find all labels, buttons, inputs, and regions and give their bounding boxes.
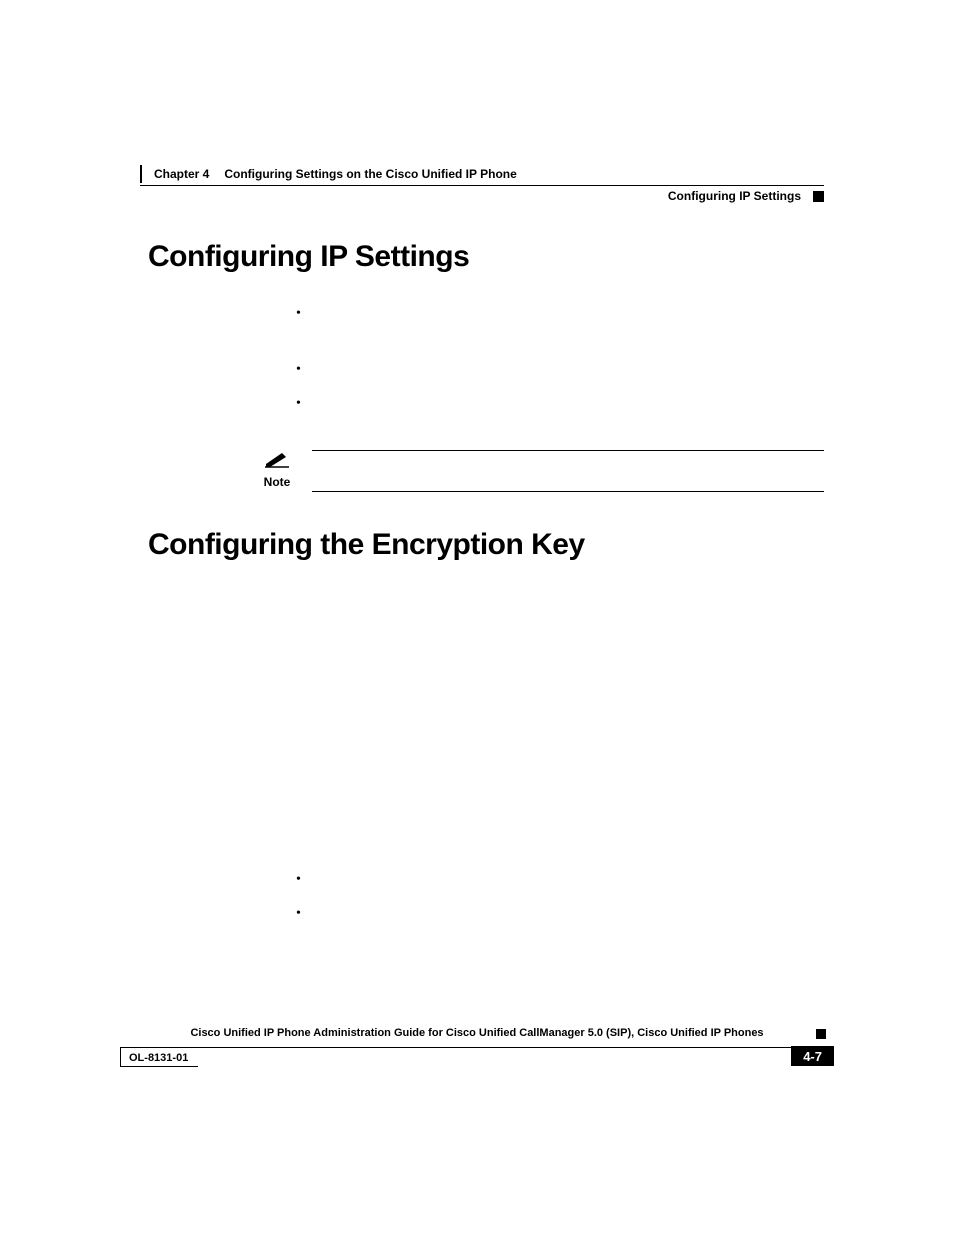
list-item: •	[296, 906, 824, 932]
section-marker: Configuring IP Settings	[668, 189, 824, 203]
note-label: Note	[256, 475, 298, 489]
heading-configuring-encryption-key: Configuring the Encryption Key	[148, 528, 824, 562]
bullet-icon: •	[296, 872, 314, 898]
footer-rule	[198, 1047, 791, 1067]
note-body	[312, 455, 824, 487]
footer-title-row: Cisco Unified IP Phone Administration Gu…	[120, 1027, 834, 1045]
page-footer: Cisco Unified IP Phone Administration Gu…	[120, 1027, 834, 1067]
note-block: Note	[256, 450, 824, 492]
page: Chapter 4 Configuring Settings on the Ci…	[0, 0, 954, 1235]
footer-square-icon	[816, 1029, 826, 1039]
bullet-icon: •	[296, 396, 314, 422]
footer-doc-title: Cisco Unified IP Phone Administration Gu…	[120, 1027, 834, 1039]
content-area: Configuring IP Settings • • • Note	[148, 240, 824, 940]
list-item: •	[296, 362, 824, 388]
header-rule	[140, 185, 824, 186]
bullet-icon: •	[296, 306, 314, 354]
bullet-icon: •	[296, 362, 314, 388]
bullet-list-1: • • •	[296, 306, 824, 422]
section-marker-label: Configuring IP Settings	[668, 189, 801, 203]
body-spacer	[148, 594, 824, 864]
running-header: Chapter 4 Configuring Settings on the Ci…	[140, 165, 824, 186]
footer-doc-id: OL-8131-01	[120, 1047, 198, 1067]
bullet-icon: •	[296, 906, 314, 932]
chapter-title: Configuring Settings on the Cisco Unifie…	[224, 167, 516, 181]
list-item: •	[296, 872, 824, 898]
note-rule-bottom	[312, 491, 824, 492]
chapter-number: Chapter 4	[154, 167, 209, 181]
list-item: •	[296, 396, 824, 422]
list-item: •	[296, 306, 824, 354]
bullet-list-2: • •	[296, 872, 824, 932]
heading-configuring-ip-settings: Configuring IP Settings	[148, 240, 824, 274]
note-rule-top	[312, 450, 824, 451]
note-left: Note	[256, 450, 298, 492]
section-marker-icon	[813, 191, 824, 202]
pencil-icon	[256, 450, 298, 473]
note-body-wrap	[312, 450, 824, 492]
footer-bar: OL-8131-01 4-7	[120, 1047, 834, 1067]
footer-page-number: 4-7	[791, 1046, 834, 1066]
chapter-line: Chapter 4 Configuring Settings on the Ci…	[140, 165, 824, 183]
